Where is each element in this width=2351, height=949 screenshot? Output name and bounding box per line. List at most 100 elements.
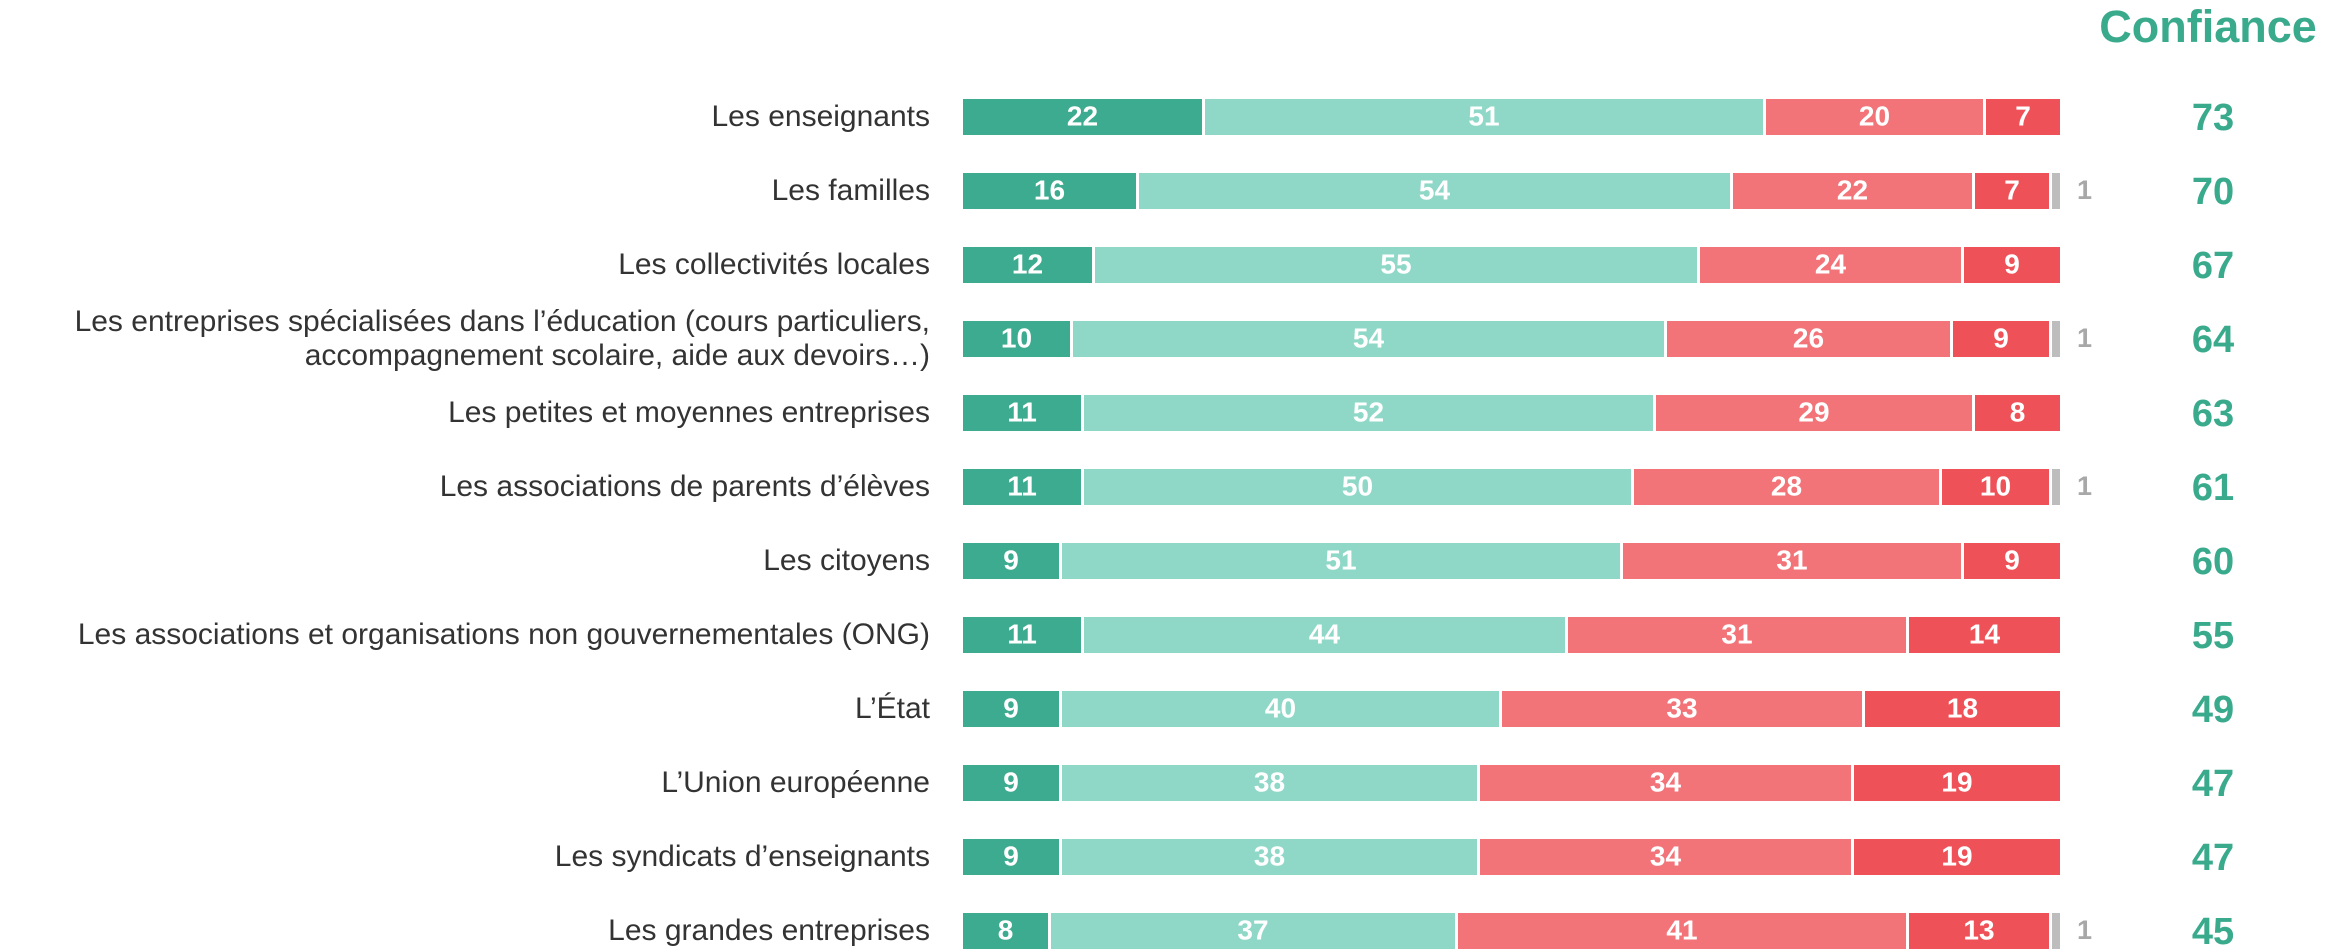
total-label: 63: [2192, 393, 2234, 435]
bar-segment: [1964, 247, 2060, 283]
bar-segment: [1084, 617, 1565, 653]
total-label: 45: [2192, 911, 2234, 949]
bar-segment: [1854, 765, 2060, 801]
value-label: 54: [1419, 174, 1451, 205]
value-label: 18: [1947, 692, 1978, 723]
value-label: 50: [1342, 470, 1373, 501]
total-title: Confiance: [2099, 1, 2317, 52]
value-label: 19: [1941, 766, 1972, 797]
bar-segment: [963, 173, 1136, 209]
value-label: 9: [1003, 840, 1019, 871]
bar-segment: [1084, 469, 1631, 505]
total-label: 47: [2192, 763, 2234, 805]
total-label: 70: [2192, 171, 2234, 213]
value-label: 29: [1798, 396, 1829, 427]
value-label: 20: [1859, 100, 1890, 131]
value-label: 1: [2077, 471, 2092, 501]
bar-segment: [1942, 469, 2049, 505]
bar-segment: [963, 395, 1081, 431]
bar-segment: [963, 247, 1092, 283]
value-label: 7: [2015, 100, 2031, 131]
value-label: 44: [1309, 618, 1341, 649]
bar-segment: [2052, 321, 2060, 357]
bar-segment: [963, 617, 1081, 653]
bar-segment: [1909, 913, 2049, 949]
value-label: 31: [1776, 544, 1807, 575]
value-label: 54: [1353, 322, 1385, 353]
bar-segment: [1480, 839, 1851, 875]
bar-segment: [963, 839, 1059, 875]
value-label: 1: [2077, 915, 2092, 945]
value-label: 33: [1666, 692, 1697, 723]
value-label: 10: [1980, 470, 2011, 501]
bar-segment: [1062, 839, 1477, 875]
bar-segment: [1623, 543, 1961, 579]
value-label: 9: [1993, 322, 2009, 353]
value-label: 55: [1380, 248, 1411, 279]
value-label: 22: [1067, 100, 1098, 131]
bar-segment: [1458, 913, 1906, 949]
bar-segment: [1568, 617, 1906, 653]
value-label: 11: [1007, 618, 1037, 649]
value-label: 38: [1254, 840, 1285, 871]
bar-segment: [1975, 395, 2060, 431]
total-label: 55: [2192, 615, 2234, 657]
bar-segment: [1700, 247, 1961, 283]
bar-segment: [963, 765, 1059, 801]
total-label: 49: [2192, 689, 2234, 731]
bar-segment: [1084, 395, 1653, 431]
bar-segment: [1139, 173, 1730, 209]
bar-segment: [1480, 765, 1851, 801]
value-label: 1: [2077, 323, 2092, 353]
bar-segment: [2052, 913, 2060, 949]
bar-segment: [963, 321, 1070, 357]
total-label: 60: [2192, 541, 2234, 583]
bar-segment: [1986, 99, 2060, 135]
value-label: 37: [1237, 914, 1268, 945]
bar-segment: [1854, 839, 2060, 875]
bar-segment: [1909, 617, 2060, 653]
value-label: 41: [1666, 914, 1697, 945]
value-label: 9: [1003, 766, 1019, 797]
bar-segment: [1502, 691, 1862, 727]
value-label: 9: [2004, 544, 2020, 575]
value-label: 28: [1771, 470, 1802, 501]
bar-segment: [1656, 395, 1972, 431]
bar-segment: [1865, 691, 2060, 727]
value-label: 13: [1963, 914, 1994, 945]
bar-segment: [1062, 691, 1499, 727]
value-label: 8: [998, 914, 1014, 945]
value-label: 24: [1815, 248, 1847, 279]
value-label: 16: [1034, 174, 1065, 205]
category-label: Les familles: [771, 174, 930, 207]
value-label: 9: [2004, 248, 2020, 279]
bar-segment: [1205, 99, 1763, 135]
value-label: 19: [1941, 840, 1972, 871]
value-label: 14: [1969, 618, 2001, 649]
total-label: 64: [2192, 319, 2234, 361]
category-label: Les grandes entreprises: [608, 914, 930, 947]
bar-segment: [1634, 469, 1939, 505]
value-label: 9: [1003, 692, 1019, 723]
bar-segment: [1062, 543, 1620, 579]
value-label: 10: [1001, 322, 1032, 353]
value-label: 34: [1650, 766, 1682, 797]
bar-segment: [2052, 173, 2060, 209]
value-label: 22: [1837, 174, 1868, 205]
total-label: 73: [2192, 97, 2234, 139]
total-label: 61: [2192, 467, 2234, 509]
value-label: 11: [1007, 396, 1037, 427]
bar-segment: [963, 469, 1081, 505]
value-label: 31: [1721, 618, 1752, 649]
bar-segment: [1964, 543, 2060, 579]
bar-segment: [1733, 173, 1972, 209]
value-label: 26: [1793, 322, 1824, 353]
total-label: 67: [2192, 245, 2234, 287]
bar-segment: [963, 691, 1059, 727]
category-label: Les citoyens: [763, 544, 930, 577]
category-label: Les collectivités locales: [618, 248, 930, 281]
bar-segment: [1975, 173, 2049, 209]
category-label: Les associations de parents d’élèves: [439, 470, 930, 503]
